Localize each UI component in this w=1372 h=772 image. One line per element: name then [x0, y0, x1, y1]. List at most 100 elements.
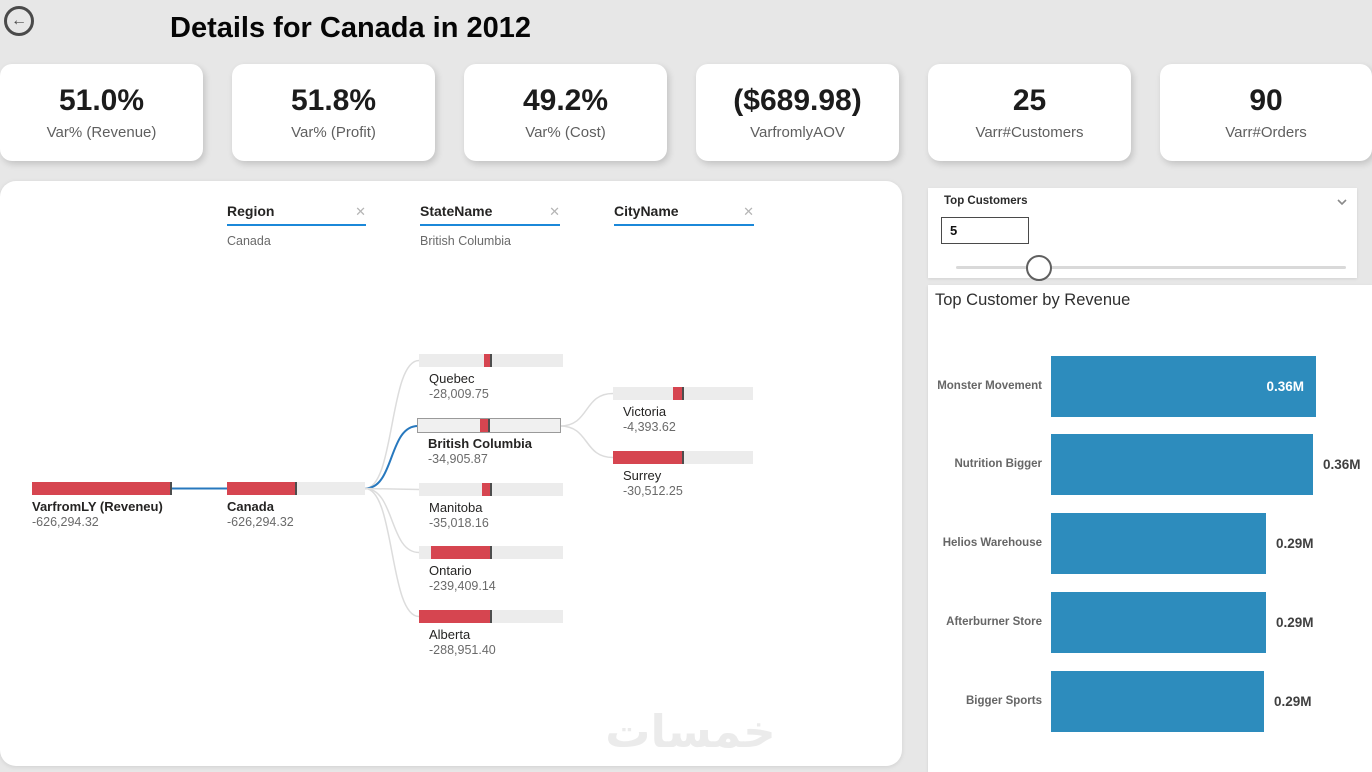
tree-link-selected — [364, 425, 419, 490]
negative-contribution-bar — [613, 451, 683, 464]
kpi-label: Var% (Revenue) — [46, 124, 157, 141]
anchor-tick — [682, 451, 684, 464]
tree-node-alberta[interactable]: Alberta -288,951.40 — [419, 610, 563, 657]
chart-bar[interactable] — [1051, 434, 1313, 495]
chart-bar[interactable] — [1051, 671, 1264, 732]
anchor-tick — [490, 610, 492, 623]
remove-column-icon[interactable]: ✕ — [355, 203, 366, 219]
tree-node-value: -239,409.14 — [429, 579, 496, 593]
tree-node-root[interactable]: VarfromLY (Reveneu) -626,294.32 — [32, 482, 172, 529]
chart-category-label: Monster Movement — [937, 379, 1042, 392]
slicer-slider-handle[interactable] — [1026, 255, 1052, 281]
kpi-value: 51.8% — [290, 84, 377, 117]
chart-category-label: Bigger Sports — [965, 694, 1042, 707]
top-customer-chart-panel: Top Customer by Revenue Monster Movement… — [928, 285, 1372, 772]
column-field-label: CityName — [614, 203, 679, 219]
tree-node-bar[interactable] — [419, 610, 563, 623]
column-underline — [420, 224, 560, 226]
tree-node-label: Manitoba — [429, 500, 483, 515]
kpi-label: VarfromlyAOV — [750, 124, 845, 141]
negative-contribution-bar — [484, 354, 491, 367]
tree-node-value: -4,393.62 — [623, 420, 676, 434]
tree-column-header-statename: StateName ✕ British Columbia — [420, 203, 560, 249]
tree-node-label: Canada — [227, 499, 274, 514]
negative-contribution-bar — [419, 610, 491, 623]
back-button[interactable]: ← — [4, 6, 34, 36]
chevron-down-icon[interactable] — [1333, 193, 1351, 211]
column-selected-value: Canada — [227, 234, 271, 248]
slicer-title: Top Customers — [944, 195, 1028, 207]
tree-node-ontario[interactable]: Ontario -239,409.14 — [419, 546, 563, 593]
chart-bar-row: Nutrition Bigger 0.36M — [928, 434, 1372, 495]
tree-link — [364, 487, 420, 554]
top-customers-slicer: Top Customers — [928, 188, 1357, 281]
kpi-card: ($689.98) VarfromlyAOV — [696, 64, 899, 161]
negative-contribution-bar — [431, 546, 491, 559]
remove-column-icon[interactable]: ✕ — [743, 203, 754, 219]
column-field-label: Region — [227, 203, 275, 219]
kpi-card: 51.8% Var% (Profit) — [232, 64, 435, 161]
negative-contribution-bar — [482, 483, 491, 496]
anchor-tick — [490, 546, 492, 559]
chart-title: Top Customer by Revenue — [935, 291, 1131, 309]
chart-value-label: 0.36M — [1323, 457, 1361, 472]
tree-node-bc[interactable]: British Columbia -34,905.87 — [417, 418, 561, 466]
tree-node-value: -35,018.16 — [429, 516, 489, 530]
column-underline — [614, 224, 754, 226]
chart-bar[interactable] — [1051, 592, 1266, 653]
tree-node-value: -28,009.75 — [429, 387, 489, 401]
tree-column-header-region: Region ✕ Canada — [227, 203, 366, 249]
tree-node-bar[interactable] — [419, 483, 563, 496]
tree-node-value: -288,951.40 — [429, 643, 496, 657]
anchor-tick — [490, 483, 492, 496]
tree-node-manitoba[interactable]: Manitoba -35,018.16 — [419, 483, 563, 530]
slicer-value-input[interactable] — [941, 217, 1029, 244]
tree-node-value: -30,512.25 — [623, 484, 683, 498]
tree-node-surrey[interactable]: Surrey -30,512.25 — [613, 451, 753, 498]
tree-link — [364, 487, 420, 491]
column-field-label: StateName — [420, 203, 493, 219]
tree-node-label: Quebec — [429, 371, 475, 386]
tree-node-bar[interactable] — [419, 354, 563, 367]
slicer-slider-track[interactable] — [956, 266, 1346, 269]
anchor-tick — [488, 419, 490, 432]
remove-column-icon[interactable]: ✕ — [549, 203, 560, 219]
tree-node-label: VarfromLY (Reveneu) — [32, 499, 163, 514]
chart-bar-row: Afterburner Store 0.29M — [928, 592, 1372, 653]
kpi-label: Var% (Cost) — [525, 124, 606, 141]
tree-node-bar[interactable] — [419, 546, 563, 559]
tree-node-bar[interactable] — [32, 482, 172, 495]
tree-node-bar[interactable] — [417, 418, 561, 433]
chart-bar-row: Monster Movement 0.36M — [928, 356, 1372, 417]
kpi-card: 90 Varr#Orders — [1160, 64, 1372, 161]
tree-node-bar[interactable] — [227, 482, 365, 495]
decomposition-tree-panel: Region ✕ Canada StateName ✕ British Colu… — [0, 181, 902, 766]
chart-bar-row: Helios Warehouse 0.29M — [928, 513, 1372, 574]
chart-value-label: 0.29M — [1276, 615, 1314, 630]
tree-node-value: -626,294.32 — [227, 515, 294, 529]
watermark-text: خمسات — [605, 705, 776, 758]
tree-node-label: Victoria — [623, 404, 667, 419]
kpi-value: 51.0% — [58, 84, 145, 117]
tree-node-victoria[interactable]: Victoria -4,393.62 — [613, 387, 753, 434]
chart-bar[interactable] — [1051, 513, 1266, 574]
page-title: Details for Canada in 2012 — [170, 12, 532, 44]
tree-link — [559, 392, 614, 427]
anchor-tick — [170, 482, 172, 495]
negative-contribution-bar — [673, 387, 683, 400]
kpi-value: 90 — [1249, 84, 1283, 117]
anchor-tick — [490, 354, 492, 367]
tree-node-label: British Columbia — [428, 436, 533, 451]
tree-node-canada[interactable]: Canada -626,294.32 — [227, 482, 365, 529]
tree-node-label: Alberta — [429, 627, 471, 642]
kpi-card: 25 Varr#Customers — [928, 64, 1131, 161]
tree-node-quebec[interactable]: Quebec -28,009.75 — [419, 354, 563, 401]
tree-link — [364, 487, 420, 618]
chart-bar[interactable]: 0.36M — [1051, 356, 1316, 417]
negative-contribution-bar — [480, 419, 489, 432]
tree-node-bar[interactable] — [613, 451, 753, 464]
kpi-label: Varr#Customers — [975, 124, 1084, 141]
tree-node-value: -34,905.87 — [428, 452, 488, 466]
tree-node-bar[interactable] — [613, 387, 753, 400]
kpi-value: ($689.98) — [733, 84, 862, 117]
